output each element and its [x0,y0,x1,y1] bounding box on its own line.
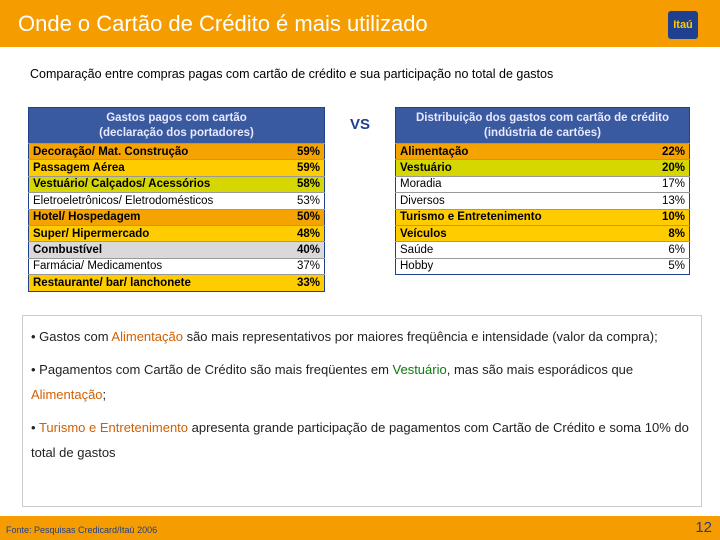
category: Turismo e Entretenimento [395,208,641,226]
table-row: Diversos 13% [395,192,690,210]
bullet-text: ; [102,387,107,402]
header-line: (indústria de cartões) [484,126,601,139]
table-row: Passagem Aérea 59% [28,159,325,177]
category: Eletroeletrônicos/ Eletrodomésticos [28,192,276,210]
table-header: Distribuição dos gastos com cartão de cr… [395,107,690,144]
table-row: Vestuário 20% [395,159,690,177]
percent: 59% [276,159,325,177]
percent: 33% [276,274,325,292]
percent: 53% [276,192,325,210]
percent: 8% [641,224,690,242]
title-bar: Onde o Cartão de Crédito é mais utilizad… [0,0,720,47]
left-table: Gastos pagos com cartão (declaração dos p… [28,107,325,292]
footer: Fonte: Pesquisas Credicard/Itaú 2006 12 [0,516,720,540]
subtitle: Comparação entre compras pagas com cartã… [30,67,554,81]
right-table: Distribuição dos gastos com cartão de cr… [395,107,690,276]
percent: 59% [276,142,325,160]
percent: 48% [276,224,325,242]
category: Hotel/ Hospedagem [28,208,276,226]
table-row: Alimentação 22% [395,142,690,160]
table-row: Super/ Hipermercado 48% [28,224,325,242]
category: Hobby [395,257,641,275]
bullet-text: Turismo e Entretenimento [38,420,189,435]
table-row: Moradia 17% [395,175,690,193]
table-row: Hobby 5% [395,257,690,275]
bullet-text: • Pagamentos com Cartão de Crédito são m… [31,362,393,377]
bullet-text: • [31,420,39,435]
percent: 17% [641,175,690,193]
table-row: Veículos 8% [395,224,690,242]
category: Combustível [28,241,276,259]
title: Onde o Cartão de Crédito é mais utilizad… [18,11,428,36]
percent: 40% [276,241,325,259]
percent: 50% [276,208,325,226]
table-row: Farmácia/ Medicamentos 37% [28,257,325,275]
vs: VS [350,116,371,133]
table-header: Gastos pagos com cartão (declaração dos p… [28,107,325,144]
category: Diversos [395,192,641,210]
table-row: Decoração/ Mat. Construção 59% [28,142,325,160]
category: Vestuário [395,159,641,177]
category: Vestuário/ Calçados/ Acessórios [28,175,276,193]
header-row: Gastos pagos com cartão (declaração dos p… [28,107,325,144]
category: Saúde [395,241,641,259]
bullet: • Turismo e Entretenimento apresenta gra… [31,415,693,465]
bullet-text: • Gastos com [31,329,112,344]
bullet: • Gastos com Alimentação são mais repres… [31,324,693,349]
header-line: (declaração dos portadores) [99,126,254,139]
category: Farmácia/ Medicamentos [28,257,276,275]
category: Passagem Aérea [28,159,276,177]
table-row: Combustível 40% [28,241,325,259]
bullet: • Pagamentos com Cartão de Crédito são m… [31,357,693,407]
bullets: • Gastos com Alimentação são mais repres… [22,315,702,507]
category: Decoração/ Mat. Construção [28,142,276,160]
category: Super/ Hipermercado [28,224,276,242]
percent: 58% [276,175,325,193]
percent: 20% [641,159,690,177]
table-row: Turismo e Entretenimento 10% [395,208,690,226]
bullet-text: Vestuário [392,362,447,377]
table-row: Saúde 6% [395,241,690,259]
header-line: Gastos pagos com cartão [106,111,247,124]
percent: 37% [276,257,325,275]
percent: 22% [641,142,690,160]
logo: Itaú [668,11,698,39]
source: Fonte: Pesquisas Credicard/Itaú 2006 [6,525,158,535]
percent: 13% [641,192,690,210]
percent: 6% [641,241,690,259]
bullet-text: apresenta grande participação de pagamen… [31,420,689,460]
table-row: Eletroeletrônicos/ Eletrodomésticos 53% [28,192,325,210]
table-row: Restaurante/ bar/ lanchonete 33% [28,274,325,292]
table-row: Vestuário/ Calçados/ Acessórios 58% [28,175,325,193]
bullet-text: são mais representativos por maiores fre… [182,329,658,344]
category: Alimentação [395,142,641,160]
category: Restaurante/ bar/ lanchonete [28,274,276,292]
bullet-text: Alimentação [111,329,183,344]
header-line: Distribuição dos gastos com cartão de cr… [415,111,670,124]
percent: 10% [641,208,690,226]
header-row: Distribuição dos gastos com cartão de cr… [395,107,690,144]
table-row: Hotel/ Hospedagem 50% [28,208,325,226]
category: Moradia [395,175,641,193]
category: Veículos [395,224,641,242]
bullet-text: Alimentação [31,387,103,402]
page-number: 12 [695,519,712,536]
percent: 5% [641,257,690,275]
bullet-text: , mas são mais esporádicos que [446,362,634,377]
